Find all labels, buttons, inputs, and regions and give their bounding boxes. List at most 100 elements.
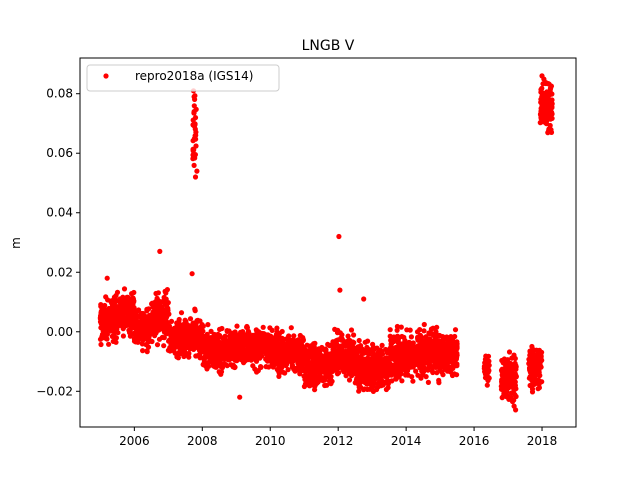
data-point-1902 (272, 334, 278, 341)
data-point-2765 (371, 379, 377, 385)
data-point-2748 (354, 377, 360, 383)
data-point-2241 (311, 369, 317, 375)
data-point-1706 (285, 367, 291, 373)
data-point-3385 (421, 328, 427, 334)
data-point-3399 (454, 339, 460, 345)
data-point-3579 (511, 403, 517, 409)
y-axis: −0.02 0.00 0.02 0.04 0.06 0.08 (36, 87, 80, 398)
outlier-point-6 (194, 168, 200, 174)
data-point-3319 (428, 363, 434, 370)
data-point-3434 (452, 327, 459, 333)
data-point-1478 (263, 364, 269, 370)
data-point-2587 (365, 338, 371, 344)
data-point-1954 (279, 335, 285, 341)
y-axis-label: m (9, 237, 23, 249)
outlier-point-8 (539, 73, 545, 79)
data-point-3446 (422, 344, 428, 350)
data-point-1637 (263, 343, 270, 349)
data-point-136 (100, 324, 106, 330)
legend-label: repro2018a (IGS14) (135, 69, 253, 83)
data-point-324 (125, 305, 131, 311)
data-point-657 (155, 310, 161, 316)
data-point-655 (159, 318, 165, 324)
data-point-1630 (263, 351, 269, 357)
data-point-3076 (386, 358, 392, 364)
data-point-1648 (248, 352, 254, 358)
data-point-1623 (240, 329, 246, 335)
data-point-3625 (506, 360, 512, 366)
data-point-1315 (226, 339, 232, 345)
data-point-2114 (312, 387, 318, 393)
data-point-163 (103, 334, 109, 340)
data-point-312 (123, 323, 129, 329)
outlier-point-4 (191, 94, 197, 100)
data-point-2204 (303, 347, 309, 353)
data-point-162 (113, 335, 119, 341)
data-point-3131 (388, 368, 394, 374)
data-point-2298 (330, 368, 336, 374)
data-point-1973 (275, 350, 281, 356)
data-point-1313 (200, 344, 206, 350)
data-point-3075 (400, 355, 406, 361)
data-point-3457 (444, 358, 450, 364)
data-point-1303 (218, 354, 224, 361)
data-point-63 (113, 339, 119, 345)
data-point-1602 (257, 355, 263, 361)
data-point-3645 (504, 385, 510, 391)
data-point-3464 (440, 334, 446, 340)
data-point-471 (146, 306, 152, 312)
data-point-417 (132, 309, 138, 315)
data-point-1252 (211, 344, 217, 350)
x-tick-label-2008: 2008 (187, 434, 218, 448)
y-tick-label-5: 0.08 (46, 87, 73, 101)
x-tick-label-2012: 2012 (323, 434, 354, 448)
data-point-2388 (335, 337, 341, 343)
data-point-2450 (342, 341, 348, 347)
data-point-2470 (340, 354, 346, 361)
data-point-3120 (388, 343, 394, 350)
data-point-1284 (202, 362, 208, 368)
data-point-1963 (267, 358, 274, 364)
data-point-3815 (193, 143, 199, 149)
data-point-975 (194, 324, 200, 330)
data-point-3935 (544, 93, 550, 99)
data-point-1748 (288, 325, 294, 331)
data-point-1290 (226, 328, 232, 334)
data-point-646 (152, 333, 158, 339)
data-point-613 (149, 338, 155, 345)
data-point-1255 (201, 333, 207, 340)
data-point-3939 (543, 117, 549, 123)
data-point-3130 (404, 342, 410, 349)
data-point-1032 (200, 323, 206, 329)
data-point-3790 (529, 343, 535, 350)
data-point-2786 (377, 361, 383, 367)
data-point-1817 (268, 333, 274, 339)
data-point-1276 (217, 332, 223, 339)
data-point-314 (128, 322, 134, 328)
data-point-310 (116, 318, 122, 324)
data-point-1629 (238, 333, 244, 339)
data-point-3089 (401, 367, 408, 373)
data-point-2772 (377, 347, 384, 353)
data-point-987 (194, 333, 200, 339)
data-point-2323 (351, 332, 357, 338)
data-point-1884 (298, 339, 304, 345)
data-point-889 (179, 337, 185, 344)
data-point-969 (194, 353, 201, 359)
data-point-2455 (347, 358, 353, 364)
data-point-3768 (538, 364, 544, 370)
data-point-1312 (229, 348, 235, 354)
data-point-3824 (190, 147, 196, 153)
data-point-2747 (383, 374, 389, 380)
data-point-983 (190, 338, 196, 344)
legend-box (86, 64, 280, 92)
data-point-329 (124, 318, 130, 324)
x-tick-label-2016: 2016 (459, 434, 490, 448)
data-point-491 (138, 321, 144, 327)
data-point-2802 (381, 363, 387, 369)
data-point-3660 (500, 359, 506, 365)
data-point-2758 (364, 386, 370, 392)
data-point-3052 (394, 361, 400, 368)
data-point-2790 (355, 372, 361, 378)
